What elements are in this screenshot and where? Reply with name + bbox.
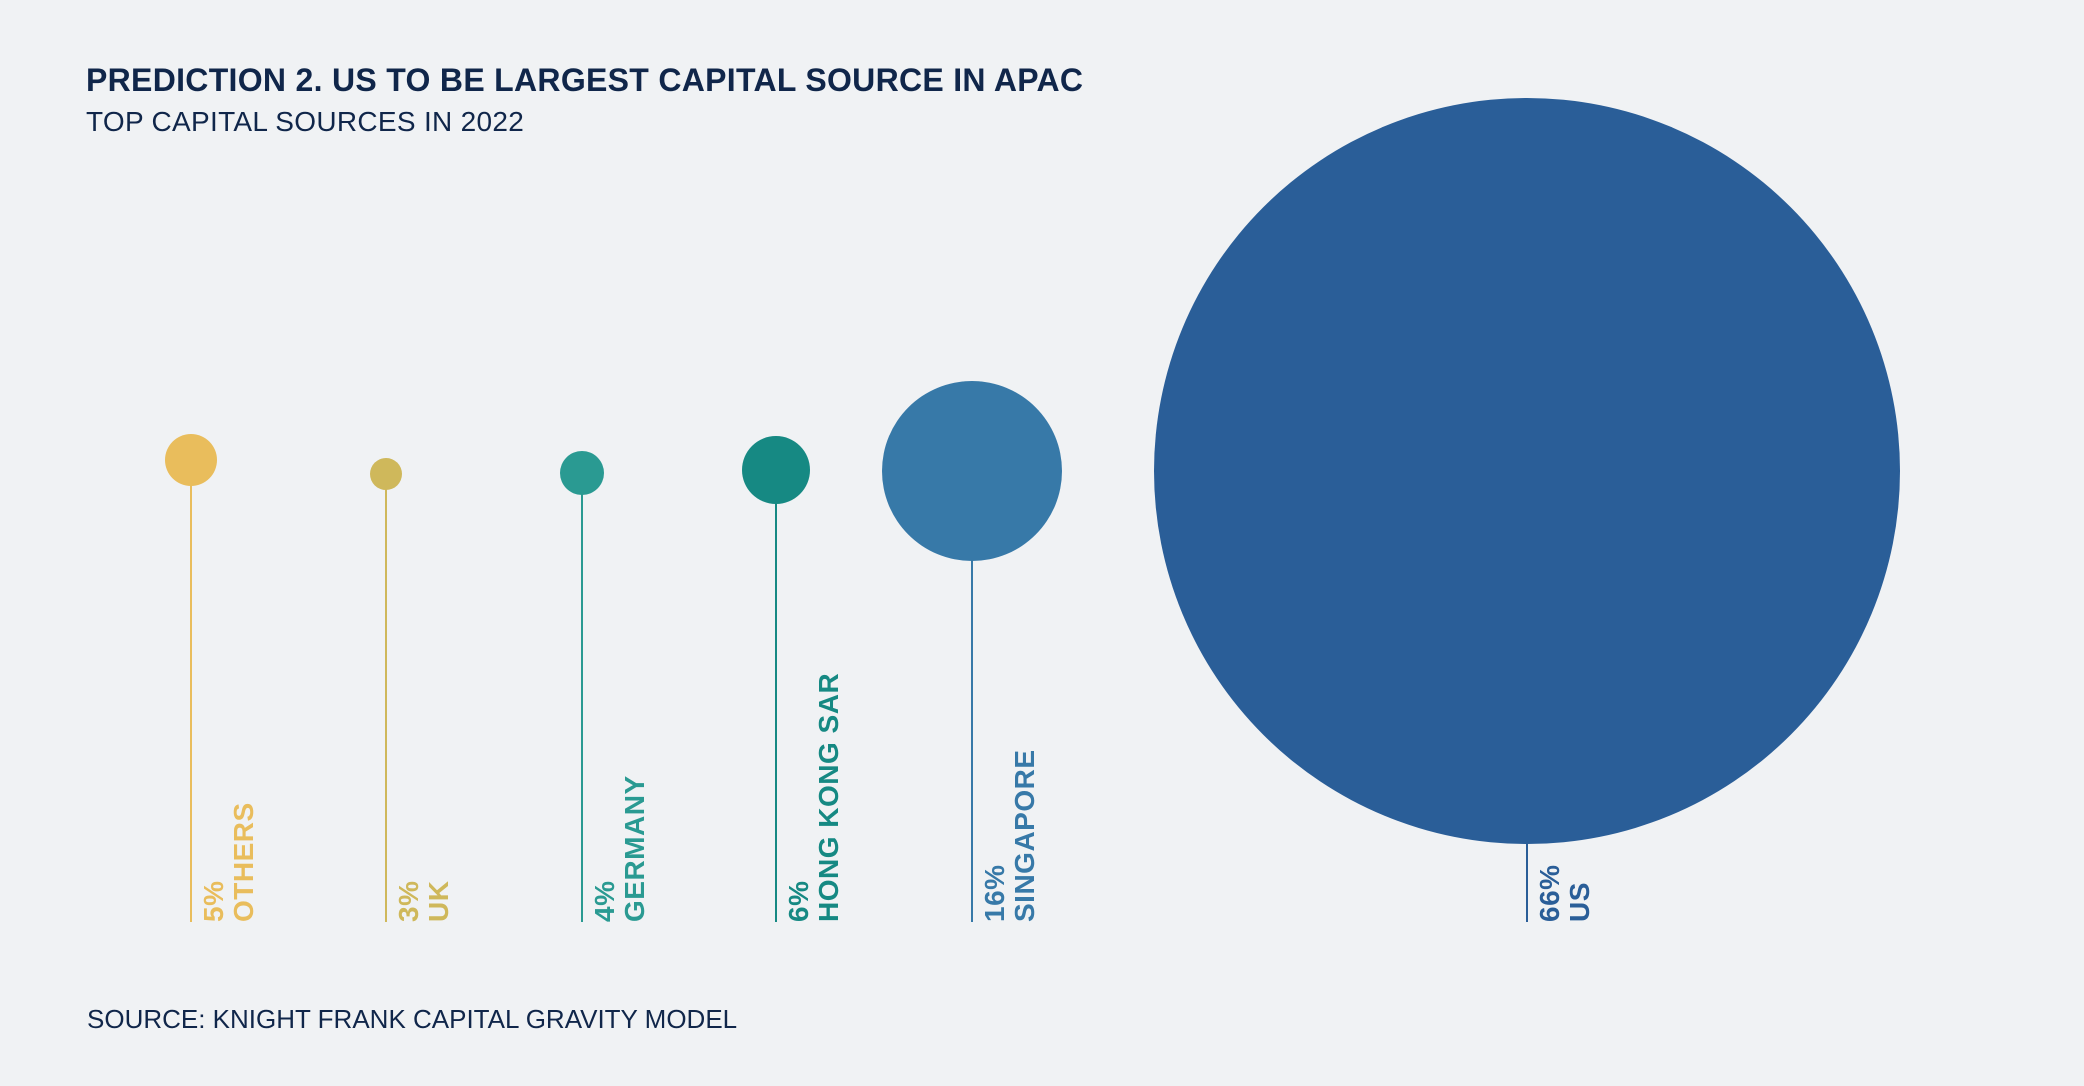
bubble-us <box>1154 98 1900 844</box>
source-note: SOURCE: KNIGHT FRANK CAPITAL GRAVITY MOD… <box>87 1004 738 1034</box>
value-label-us: 66% <box>1534 864 1565 922</box>
label-group-germany: 4% GERMANY <box>589 775 650 922</box>
label-group-uk: 3% UK <box>393 881 454 922</box>
category-label-singapore: SINGAPORE <box>1009 749 1040 922</box>
category-label-hong-kong-sar: HONG KONG SAR <box>813 673 844 922</box>
category-label-others: OTHERS <box>228 802 259 922</box>
value-label-germany: 4% <box>589 881 620 922</box>
label-group-singapore: 16% SINGAPORE <box>979 749 1040 922</box>
label-group-us: 66% US <box>1534 864 1595 922</box>
bubble-others <box>165 434 217 486</box>
bubble-germany <box>560 451 604 495</box>
chart-title: PREDICTION 2. US TO BE LARGEST CAPITAL S… <box>86 62 1084 98</box>
value-label-hong-kong-sar: 6% <box>783 881 814 922</box>
bubble-uk <box>370 458 402 490</box>
category-label-us: US <box>1564 882 1595 922</box>
value-label-others: 5% <box>198 881 229 922</box>
bubble-hong-kong-sar <box>742 436 810 504</box>
value-label-singapore: 16% <box>979 864 1010 922</box>
value-label-uk: 3% <box>393 881 424 922</box>
label-group-hong-kong-sar: 6% HONG KONG SAR <box>783 673 844 922</box>
chart-subtitle: TOP CAPITAL SOURCES IN 2022 <box>86 106 525 137</box>
category-label-uk: UK <box>423 881 454 922</box>
bubble-singapore <box>882 381 1062 561</box>
category-label-germany: GERMANY <box>619 775 650 922</box>
label-group-others: 5% OTHERS <box>198 802 259 922</box>
